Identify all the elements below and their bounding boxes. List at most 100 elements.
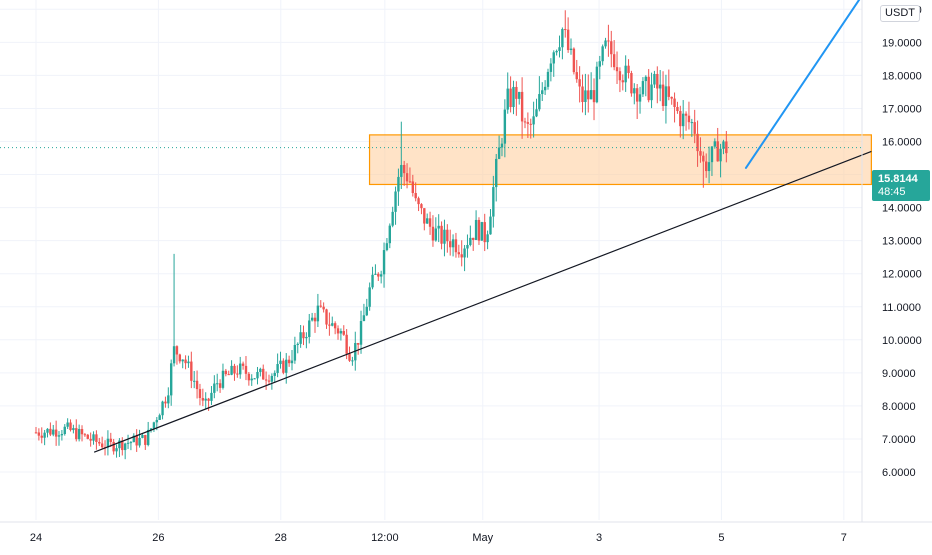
candle-body	[221, 370, 225, 388]
candle-body	[253, 378, 256, 380]
candle-body	[282, 360, 285, 373]
candle-body	[247, 373, 251, 381]
candle-body	[285, 359, 288, 373]
candle-body	[535, 109, 538, 117]
candle-body	[607, 40, 610, 42]
candle-body	[638, 94, 642, 102]
candle-body	[428, 218, 432, 227]
projection-arrow-layer[interactable]	[744, 0, 868, 169]
candle-body	[661, 84, 665, 106]
x-axis-tick-label: 3	[596, 532, 602, 544]
candle-body	[722, 141, 725, 149]
candle-body	[414, 193, 417, 199]
candle-body	[394, 191, 397, 212]
candle-body	[492, 187, 495, 217]
x-axis[interactable]: 24 26 28 12:00 May 3 5 7	[0, 521, 932, 544]
candle-body	[138, 437, 141, 446]
candle-body	[423, 208, 426, 224]
trendline-layer[interactable]	[93, 150, 872, 453]
candle-body	[115, 448, 118, 452]
candle-body	[236, 373, 239, 375]
candle-body	[702, 155, 705, 162]
x-axis-tick-label: May	[472, 532, 493, 544]
candle-body	[348, 353, 351, 361]
candle-body	[472, 237, 475, 240]
candle-body	[615, 67, 619, 72]
candle-body	[391, 211, 394, 226]
candle-body	[351, 360, 354, 362]
candle-body	[368, 287, 371, 307]
y-axis-tick-label: 7.0000	[882, 434, 916, 446]
candle-body	[486, 234, 489, 243]
candle-body	[379, 274, 383, 277]
candle-body	[299, 332, 302, 344]
y-axis-tick-label: 19.0000	[882, 37, 922, 49]
candle-body	[601, 46, 604, 62]
candle-body	[405, 173, 409, 182]
candle-body	[529, 123, 532, 125]
candle-body	[164, 401, 167, 404]
candle-body	[52, 429, 55, 435]
candle-body	[63, 426, 66, 435]
candle-body	[86, 434, 89, 439]
candle-body	[644, 76, 647, 82]
y-axis-tick-label: 18.0000	[882, 70, 922, 82]
candle-body	[241, 363, 245, 366]
candle-body	[543, 86, 547, 91]
candle-body	[443, 229, 446, 244]
bar-countdown: 48:45	[878, 185, 906, 198]
candle-body	[385, 243, 389, 251]
support-zone-layer[interactable]	[368, 134, 872, 186]
candle-body	[342, 331, 345, 335]
candle-body	[710, 146, 714, 163]
candle-body	[77, 429, 81, 440]
candle-body	[158, 415, 161, 420]
candle-body	[293, 344, 297, 361]
candle-body	[75, 428, 78, 440]
candle-body	[589, 90, 593, 100]
candle-body	[569, 48, 573, 51]
candle-body	[656, 73, 659, 89]
candle-body	[37, 432, 41, 436]
candle-body	[463, 248, 466, 258]
y-axis[interactable]: 6.0000 7.0000 8.0000 9.0000 10.0000 11.0000 12…	[861, 0, 922, 522]
candle-body	[49, 428, 52, 435]
candle-body	[83, 434, 87, 436]
candle-body	[308, 320, 311, 337]
candle-body	[552, 52, 555, 64]
candle-body	[627, 65, 630, 74]
candle-body	[497, 147, 501, 159]
candle-body	[178, 354, 182, 362]
y-axis-tick-label: 16.0000	[882, 137, 922, 149]
candle-body	[578, 79, 581, 87]
candle-body	[112, 441, 115, 452]
candle-body	[290, 360, 294, 364]
candle-body	[339, 331, 343, 334]
currency-badge[interactable]: USDT	[880, 5, 920, 22]
candle-body	[575, 72, 578, 80]
support-zone-rect[interactable]	[368, 134, 872, 186]
candle-body	[34, 432, 38, 434]
candle-body	[693, 122, 696, 134]
candle-body	[123, 443, 127, 451]
candle-body	[408, 181, 412, 183]
last-price-value: 15.8144	[878, 172, 918, 185]
candle-body	[287, 359, 291, 364]
candle-body	[69, 422, 72, 431]
candle-body	[328, 324, 331, 326]
ascending-trendline[interactable]	[93, 150, 872, 453]
candle-body	[319, 305, 322, 307]
candle-body	[118, 440, 121, 449]
projection-arrow-shaft[interactable]	[744, 0, 868, 169]
candle-body	[296, 343, 299, 345]
candle-body	[43, 432, 46, 438]
candle-body	[549, 63, 553, 72]
candle-body	[684, 113, 688, 116]
candle-body	[477, 219, 481, 241]
candle-body	[592, 90, 596, 103]
candle-body	[98, 441, 101, 444]
candle-body	[273, 372, 276, 376]
y-axis-tick-label: 9.0000	[882, 368, 916, 380]
